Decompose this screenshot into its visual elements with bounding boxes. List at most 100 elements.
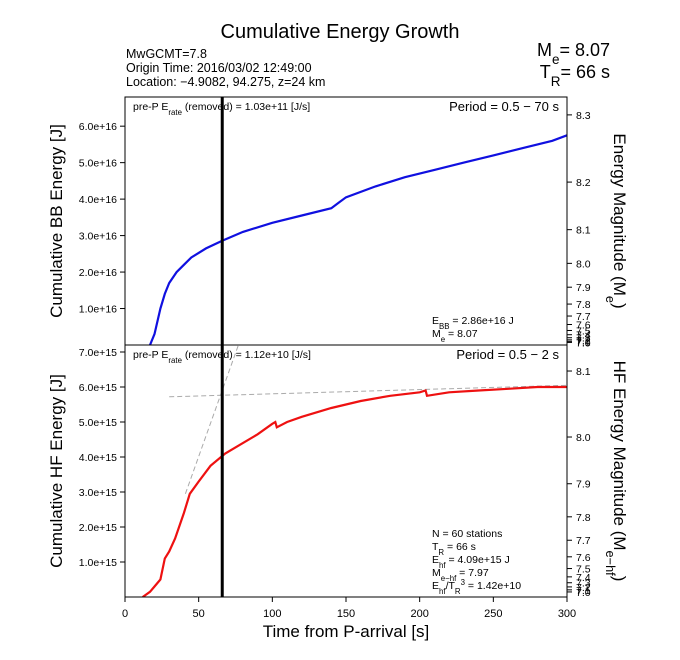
y2-tick-label: 7.1 — [576, 585, 591, 597]
text-part: HF Energy Magnitude (M — [610, 361, 629, 551]
text-part: BB — [439, 322, 449, 331]
text-part: = 66 s — [560, 62, 610, 82]
y2-tick-label: 7.6 — [576, 552, 591, 564]
annotation: Me−hf = 7.97 — [432, 567, 489, 583]
y-tick-label: 7.0e+15 — [79, 347, 117, 359]
y-axis-label: Cumulative HF Energy [J] — [47, 374, 66, 568]
y2-tick-label: 7.0 — [576, 587, 591, 599]
annotation: Ehf = 4.09e+15 J — [432, 554, 510, 570]
x-tick-label: 150 — [337, 608, 355, 620]
y-tick-label: 1.0e+16 — [79, 304, 117, 316]
text-part: = 7.97 — [456, 567, 489, 579]
text-part: rate — [168, 356, 182, 365]
text-part: 3 — [461, 578, 466, 587]
annotation: pre-P Erate (removed) = 1.12e+10 [J/s] — [133, 349, 311, 365]
text-part: E — [432, 580, 439, 592]
text-part: R — [551, 74, 561, 89]
y2-tick-label: 7.9 — [576, 479, 591, 491]
summary: TR= 66 s — [540, 62, 610, 89]
text-part: E — [432, 315, 439, 327]
y2-axis-label: HF Energy Magnitude (Me−hf) — [604, 361, 630, 582]
x-tick-label: 250 — [484, 608, 502, 620]
text-part: pre-P E — [133, 101, 168, 113]
chart-title: Cumulative Energy Growth — [221, 21, 460, 43]
y2-tick-label: 7.4 — [576, 330, 591, 342]
y2-tick-label: 8.0 — [576, 258, 591, 270]
y2-tick-label: 7.0 — [576, 337, 591, 349]
text-part: M — [537, 40, 552, 60]
y2-tick-label: 8.0 — [576, 432, 591, 444]
y-tick-label: 5.0e+15 — [79, 417, 117, 429]
y-tick-label: 4.0e+16 — [79, 194, 117, 206]
reference-line — [169, 384, 567, 398]
text-part: E — [432, 554, 439, 566]
x-tick-label: 100 — [263, 608, 281, 620]
text-part: hf — [439, 561, 446, 570]
y-tick-label: 5.0e+16 — [79, 158, 117, 170]
text-part: e — [604, 296, 619, 303]
y2-tick-label: 8.1 — [576, 225, 591, 237]
y2-tick-label: 7.3 — [576, 578, 591, 590]
y2-tick-label: 7.9 — [576, 282, 591, 294]
text-part: e — [441, 335, 446, 344]
y-tick-label: 2.0e+16 — [79, 267, 117, 279]
text-part: e−hf — [441, 574, 457, 583]
y2-tick-label: 8.2 — [576, 177, 591, 189]
x-axis-label: Time from P-arrival [s] — [263, 622, 430, 641]
header-line: MwGCMT=7.8 — [126, 47, 207, 61]
y2-tick-label: 7.7 — [576, 311, 591, 323]
y2-tick-label: 7.7 — [576, 535, 591, 547]
y2-tick-label: 7.5 — [576, 325, 591, 337]
y2-axis-label: Energy Magnitude (Me) — [604, 133, 630, 308]
text-part: = 1.42e+10 — [465, 580, 521, 592]
data-line — [148, 134, 567, 345]
text-part: N = 60 stations — [432, 528, 502, 540]
y-tick-label: 6.0e+16 — [79, 121, 117, 133]
x-tick-label: 0 — [122, 608, 128, 620]
data-line — [142, 385, 567, 597]
y2-tick-label: 7.5 — [576, 564, 591, 576]
text-part: ) — [610, 303, 629, 309]
y2-tick-label: 7.6 — [576, 319, 591, 331]
header-line: Origin Time: 2016/03/02 12:49:00 — [126, 61, 312, 75]
y2-tick-label: 7.1 — [576, 336, 591, 348]
text-part: T — [432, 541, 439, 553]
plot-frame — [124, 96, 568, 346]
y2-tick-label: 8.3 — [576, 110, 591, 122]
text-part: pre-P E — [133, 349, 168, 361]
annotation: TR = 66 s — [432, 541, 476, 557]
text-part: M — [432, 567, 441, 579]
annotation: Ehf/TR3 = 1.42e+10 — [432, 578, 521, 596]
text-part: R — [438, 548, 444, 557]
text-part: = 66 s — [444, 541, 476, 553]
text-part: e — [552, 52, 560, 67]
y-tick-label: 1.0e+15 — [79, 557, 117, 569]
text-part: T — [540, 62, 551, 82]
annotation: pre-P Erate (removed) = 1.03e+11 [J/s] — [133, 101, 310, 117]
y-tick-label: 3.0e+16 — [79, 231, 117, 243]
period-label: Period = 0.5 − 70 s — [449, 99, 559, 114]
plot-frame — [124, 344, 568, 598]
y2-tick-label: 7.4 — [576, 572, 591, 584]
y2-tick-label: 7.3 — [576, 333, 591, 345]
reference-line — [184, 345, 239, 494]
y2-tick-label: 8.1 — [576, 366, 591, 378]
text-part: (removed) = 1.03e+11 [J/s] — [182, 101, 310, 113]
text-part: M — [432, 328, 441, 340]
text-part: (removed) = 1.12e+10 [J/s] — [182, 349, 311, 361]
text-part: = 4.09e+15 J — [446, 554, 510, 566]
y-tick-label: 6.0e+15 — [79, 382, 117, 394]
text-part: rate — [168, 108, 182, 117]
period-label: Period = 0.5 − 2 s — [456, 347, 559, 362]
header-line: Location: −4.9082, 94.275, z=24 km — [126, 75, 325, 89]
x-tick-label: 50 — [193, 608, 205, 620]
y2-tick-label: 7.2 — [576, 335, 591, 347]
x-tick-label: 300 — [558, 608, 576, 620]
summary: Me= 8.07 — [537, 40, 610, 67]
annotation: N = 60 stations — [432, 528, 502, 540]
text-part: /T — [446, 580, 456, 592]
y-tick-label: 2.0e+15 — [79, 522, 117, 534]
annotation: EBB = 2.86e+16 J — [432, 315, 514, 331]
y-tick-label: 3.0e+15 — [79, 487, 117, 499]
